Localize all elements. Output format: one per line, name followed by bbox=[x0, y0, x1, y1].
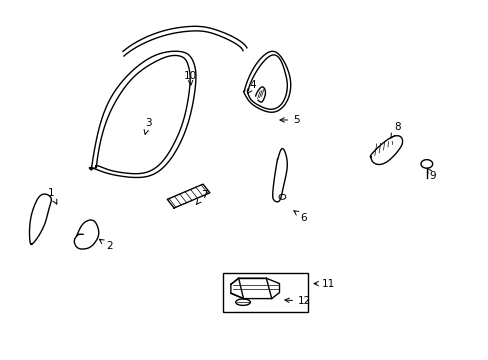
Text: 2: 2 bbox=[99, 239, 112, 251]
Text: 5: 5 bbox=[280, 115, 299, 125]
Text: 9: 9 bbox=[427, 168, 435, 181]
Text: 7: 7 bbox=[196, 190, 207, 204]
Text: 4: 4 bbox=[247, 80, 255, 94]
Text: 11: 11 bbox=[313, 279, 335, 289]
Text: 1: 1 bbox=[47, 188, 57, 204]
Text: 6: 6 bbox=[293, 211, 306, 222]
Text: 3: 3 bbox=[144, 118, 151, 134]
Text: 8: 8 bbox=[390, 122, 400, 138]
Text: 10: 10 bbox=[183, 71, 197, 85]
Text: 12: 12 bbox=[284, 296, 310, 306]
Bar bbox=[222, 273, 307, 312]
